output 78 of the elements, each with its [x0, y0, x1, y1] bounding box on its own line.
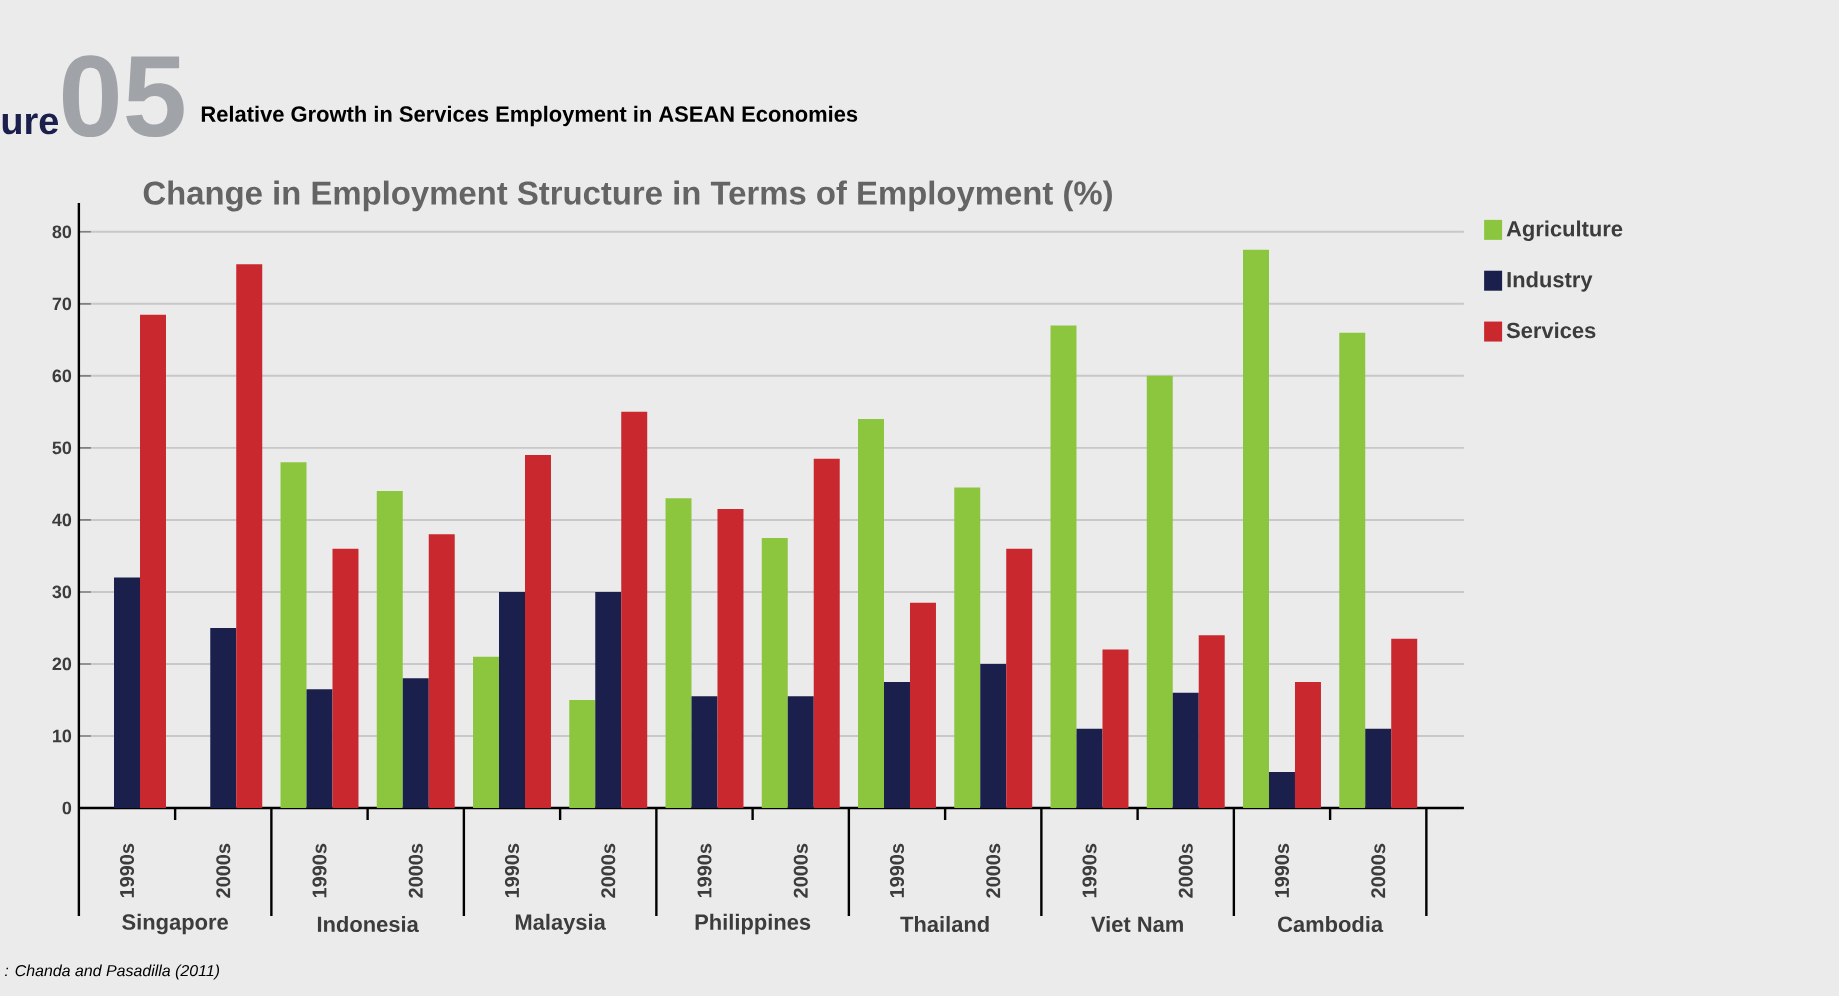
- text: Philippines: [695, 913, 811, 935]
- bar: [884, 681, 910, 808]
- text: 05: [62, 55, 184, 138]
- y-tick-label: 70: [52, 297, 72, 311]
- text: : Chanda and Pasadilla (2011): [5, 964, 220, 980]
- x-tick-label: 2000s: [601, 843, 616, 898]
- y-tick-label: 20: [52, 657, 72, 671]
- bar: [1365, 728, 1392, 808]
- bar: [1198, 635, 1225, 808]
- y-tick-label: 50: [52, 441, 72, 455]
- x-tick-label: 2000s: [1371, 843, 1386, 898]
- bar: [114, 577, 140, 808]
- text: ure: [2, 113, 59, 135]
- bar: [1146, 375, 1173, 808]
- bar: [1172, 692, 1199, 808]
- bar: [569, 699, 596, 808]
- bar: [665, 498, 692, 808]
- y-tick-label: 80: [52, 225, 72, 239]
- y-tick-label: 10: [53, 729, 72, 743]
- bar: [1268, 771, 1295, 808]
- x-tick-label: 1990s: [1274, 843, 1290, 898]
- x-tick-label: 1990s: [1082, 843, 1097, 898]
- text: Indonesia: [317, 915, 419, 933]
- bar: [473, 656, 499, 808]
- legend-label: Industry: [1507, 271, 1593, 292]
- bar: [761, 537, 788, 808]
- bar: [1076, 728, 1103, 808]
- bar: [909, 602, 936, 808]
- bar: [402, 678, 429, 808]
- text: Thailand: [900, 915, 989, 933]
- bar: [1006, 548, 1033, 808]
- x-tick-label: 2000s: [793, 843, 808, 898]
- bar: [139, 314, 166, 808]
- chart-title: Relative Growth in Services Employment in ASEAN Economies: [201, 105, 858, 127]
- chart-subtitle: Change in Employment Structure in Terms of Employment (%): [143, 180, 1112, 212]
- bar: [621, 411, 648, 808]
- x-tick-label: 2000s: [986, 843, 1001, 898]
- bar: [1102, 649, 1129, 808]
- bar: [524, 455, 551, 808]
- x-tick-label: 1990s: [119, 843, 135, 898]
- bar: [306, 689, 333, 808]
- bar: [376, 491, 403, 808]
- bar: [787, 696, 814, 808]
- bar: [1339, 332, 1366, 808]
- text: Viet Nam: [1091, 915, 1183, 933]
- bar: [1243, 249, 1269, 808]
- bar: [280, 462, 307, 808]
- bar: [691, 696, 718, 808]
- x-tick-label: 1990s: [504, 843, 520, 898]
- y-tick-label: 60: [52, 369, 72, 383]
- text: Malaysia: [515, 913, 606, 935]
- bar: [1294, 681, 1321, 808]
- bar: [980, 663, 1007, 808]
- bar: [595, 591, 622, 808]
- x-tick-label: 1990s: [312, 843, 327, 898]
- y-tick-label: 40: [52, 513, 72, 527]
- x-tick-label: 2000s: [216, 843, 231, 898]
- legend-label: Agriculture: [1506, 220, 1623, 241]
- bar: [858, 419, 884, 808]
- bar: [1391, 638, 1418, 808]
- bar: [954, 487, 981, 808]
- bar: [499, 591, 525, 808]
- x-tick-label: 2000s: [408, 843, 423, 898]
- bar: [813, 458, 840, 808]
- bar: [428, 534, 455, 808]
- text: Singapore: [122, 913, 228, 935]
- bar: [332, 548, 359, 808]
- y-tick-label: 0: [62, 801, 72, 815]
- x-tick-label: 2000s: [1178, 843, 1193, 898]
- x-tick-label: 1990s: [889, 843, 905, 898]
- y-tick-label: 30: [52, 585, 72, 599]
- legend-label: Services: [1506, 322, 1596, 339]
- bar: [717, 509, 744, 808]
- text: Cambodia: [1278, 915, 1384, 933]
- bar: [1050, 325, 1077, 808]
- x-tick-label: 1990s: [697, 843, 712, 898]
- bar: [236, 264, 263, 808]
- bar: [210, 627, 237, 808]
